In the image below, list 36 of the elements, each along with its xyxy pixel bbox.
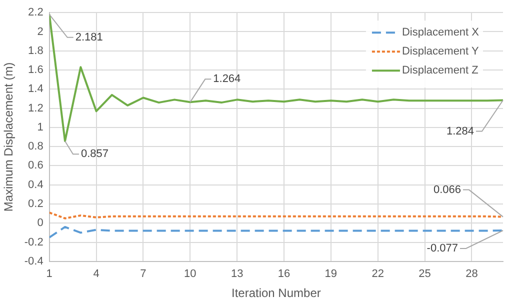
y-tick-label: 2.2 — [28, 6, 44, 19]
x-axis-title: Iteration Number — [231, 286, 321, 300]
y-tick-label: 0 — [37, 217, 44, 230]
x-tick-label: 4 — [93, 268, 100, 280]
annotation: 0.857 — [81, 148, 109, 160]
annotation: 2.181 — [75, 31, 103, 44]
x-tick-label: 13 — [230, 268, 244, 280]
annotation: 1.284 — [446, 125, 474, 138]
x-tick-label: 25 — [418, 268, 431, 280]
y-tick-label: 1.4 — [28, 83, 44, 96]
y-tick-label: 0.2 — [28, 198, 44, 210]
legend-label: Displacement Y — [402, 46, 480, 58]
x-tick-label: 19 — [324, 268, 338, 280]
y-axis-title: Maximum Displacement (m) — [2, 62, 16, 212]
x-tick-label: 16 — [278, 268, 290, 280]
y-tick-label: -0.2 — [24, 236, 44, 248]
y-tick-label: 1.6 — [28, 64, 44, 76]
line-series — [49, 226, 503, 238]
x-tick-label: 7 — [140, 268, 146, 280]
y-tick-label: 0.4 — [28, 178, 44, 191]
y-tick-label: -0.4 — [24, 255, 44, 268]
x-tick-label: 1 — [46, 268, 52, 280]
x-tick-label: 10 — [184, 268, 196, 280]
y-tick-label: 0.8 — [28, 140, 44, 153]
annotation: 1.264 — [213, 73, 241, 86]
y-tick-label: 1 — [37, 121, 44, 134]
legend-label: Displacement Z — [402, 64, 479, 77]
x-tick-label: 28 — [466, 268, 478, 280]
y-tick-label: 1.2 — [28, 102, 44, 114]
y-tick-label: 0.6 — [28, 160, 44, 172]
x-tick-label: 22 — [372, 268, 384, 280]
y-tick-label: 1.8 — [28, 44, 44, 57]
annotation: -0.077 — [426, 242, 458, 255]
legend-label: Displacement X — [402, 26, 480, 39]
annotation: 0.066 — [433, 184, 461, 196]
y-tick-label: 2 — [37, 26, 44, 38]
